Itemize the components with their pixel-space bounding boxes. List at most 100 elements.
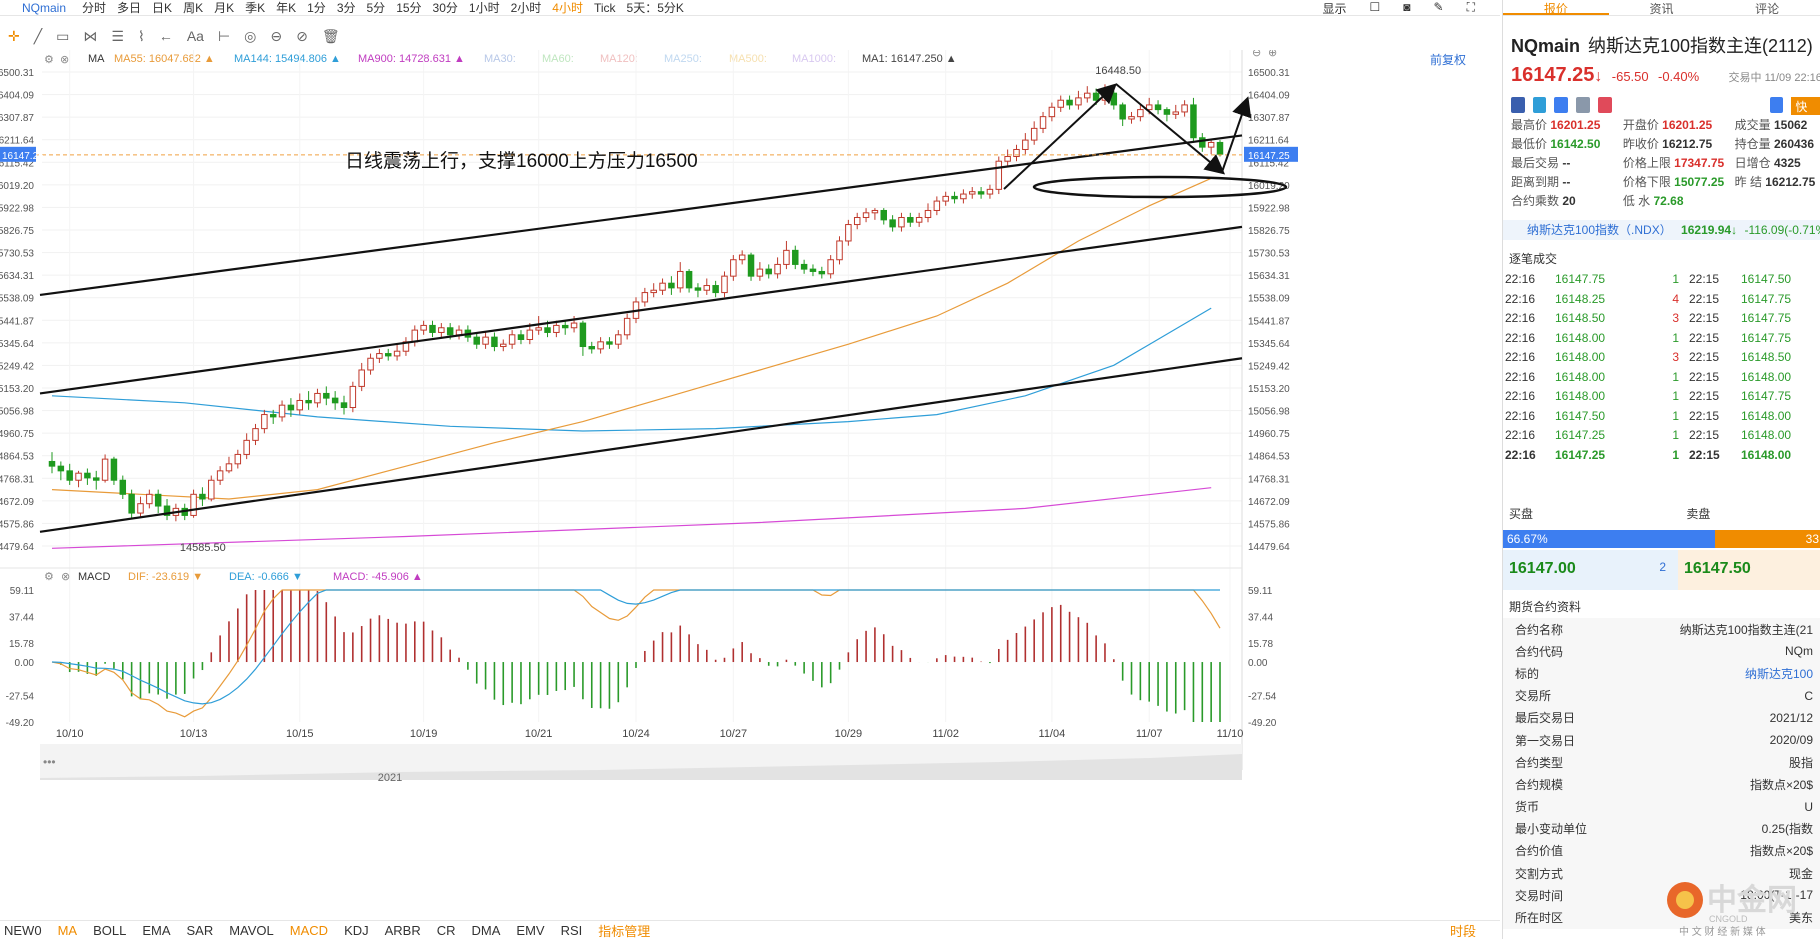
- indicator-12[interactable]: RSI: [560, 922, 583, 938]
- trendline-2[interactable]: [39, 357, 1243, 533]
- lock-icon[interactable]: ⊖: [270, 27, 283, 44]
- period-12[interactable]: 1小时: [468, 1, 500, 15]
- ask-box[interactable]: 16147.50: [1678, 550, 1820, 590]
- y-tick-right: 16404.09: [1248, 91, 1290, 102]
- top-right-tools: 显示 ☐ ◙ ✎ ⛶: [1323, 0, 1487, 17]
- minus-icon[interactable]: ⊖: [1252, 47, 1261, 59]
- ma-legend-item-5: MA120:: [600, 53, 638, 65]
- magnet-icon[interactable]: ◎: [244, 27, 257, 44]
- heart-icon[interactable]: [1597, 97, 1612, 113]
- period-5[interactable]: 季K: [245, 1, 266, 15]
- edit-icon[interactable]: ✎: [1433, 0, 1444, 14]
- camera-icon[interactable]: ◙: [1403, 0, 1411, 14]
- navigator-dots-icon[interactable]: •••: [43, 755, 56, 769]
- quote-value: 72.68: [1653, 194, 1684, 208]
- candle-body: [1013, 148, 1020, 158]
- indicator-2[interactable]: BOLL: [93, 922, 127, 938]
- kline-chart[interactable]: 16500.31 16500.31 16404.09 16404.09 16307.87…: [0, 47, 1500, 920]
- macd-close-icon[interactable]: ⊗: [61, 571, 70, 583]
- tick-price-2: 16147.75: [1741, 311, 1792, 325]
- candle-body: [92, 477, 100, 481]
- period-7[interactable]: 1分: [307, 1, 326, 15]
- period-1[interactable]: 多日: [117, 1, 142, 15]
- period-4[interactable]: 月K: [214, 1, 235, 15]
- arrow-tool-icon[interactable]: ←: [158, 28, 173, 44]
- quick-trade-button[interactable]: 快捷: [1791, 97, 1820, 131]
- period-9[interactable]: 5分: [366, 1, 386, 15]
- info-value[interactable]: 纳斯达克100: [1744, 666, 1813, 681]
- close-icon[interactable]: ⊗: [60, 54, 70, 66]
- indicator-7[interactable]: KDJ: [344, 922, 369, 938]
- candle-body: [1057, 99, 1064, 108]
- period-15[interactable]: Tick: [593, 0, 616, 15]
- plus-icon[interactable]: ⊕: [1268, 47, 1277, 59]
- trendline-0[interactable]: [39, 134, 1243, 297]
- period-8[interactable]: 3分: [336, 1, 356, 15]
- indicator-6[interactable]: MACD: [289, 922, 329, 938]
- trendline-1[interactable]: [39, 225, 1243, 395]
- ma-legend-item-2: MA900: 14728.631 ▲: [358, 53, 465, 65]
- fq-toggle[interactable]: 前复权: [1430, 53, 1467, 67]
- display-menu[interactable]: 显示: [1322, 2, 1347, 16]
- fib-tool-icon[interactable]: ☰: [111, 27, 124, 44]
- indicator-11[interactable]: EMV: [516, 922, 545, 938]
- chart-area[interactable]: 16500.31 16500.31 16404.09 16404.09 16307.87…: [0, 47, 1500, 920]
- hide-icon[interactable]: ⊘: [296, 27, 308, 44]
- indicator-13[interactable]: 指标管理: [598, 923, 651, 939]
- symbol-link[interactable]: NQmain: [22, 0, 67, 15]
- ruler-tool-icon[interactable]: ⊢: [217, 27, 231, 44]
- y-tick-left: 14575.86: [0, 519, 34, 530]
- period-11[interactable]: 30分: [432, 1, 458, 15]
- period-16[interactable]: 5天：5分K: [626, 1, 684, 15]
- indicator-4[interactable]: SAR: [186, 922, 214, 938]
- people-icon[interactable]: [1554, 97, 1569, 113]
- indicator-9[interactable]: CR: [436, 922, 456, 938]
- year-label: 2021: [378, 772, 402, 784]
- candle-body: [296, 399, 304, 411]
- bid-box[interactable]: 16147.00 2: [1503, 550, 1678, 590]
- candle-body: [694, 287, 702, 291]
- indicator-3[interactable]: EMA: [142, 922, 171, 938]
- trash-icon[interactable]: 🗑: [321, 27, 340, 44]
- indicator-10[interactable]: DMA: [471, 922, 501, 938]
- tick-price: 16148.25: [1555, 291, 1606, 306]
- quote-tab-2[interactable]: 评论: [1755, 2, 1780, 16]
- tick-price-2: 16148.50: [1741, 350, 1792, 364]
- line-tool-icon[interactable]: ╱: [33, 27, 43, 44]
- info-key: 货币: [1515, 800, 1540, 815]
- period-10[interactable]: 15分: [396, 1, 422, 15]
- wave-tool-icon[interactable]: ⌇: [137, 27, 145, 44]
- bell-icon[interactable]: [1769, 97, 1784, 113]
- candle-body: [641, 292, 649, 303]
- indicator-1[interactable]: MA: [57, 922, 78, 938]
- tick-row: 22:16 16147.25 1 22:15 16148.00: [1503, 448, 1820, 468]
- time-period-button[interactable]: 时段: [1449, 923, 1476, 939]
- period-6[interactable]: 年K: [276, 1, 297, 15]
- index-name[interactable]: 纳斯达克100指数（.NDX）: [1527, 223, 1672, 237]
- period-0[interactable]: 分时: [82, 1, 107, 15]
- period-14[interactable]: 4小时: [552, 1, 583, 15]
- crosshair-icon[interactable]: ✛: [8, 27, 20, 44]
- indicator-5[interactable]: MAVOL: [229, 922, 274, 938]
- doc-icon[interactable]: [1576, 97, 1590, 113]
- settings-icon[interactable]: ⚙: [44, 54, 54, 66]
- rect-tool-icon[interactable]: ▭: [56, 27, 70, 44]
- quote-tab-0[interactable]: 报价: [1503, 0, 1609, 16]
- period-13[interactable]: 2小时: [510, 1, 542, 15]
- candle-body: [154, 493, 162, 507]
- text-tool-icon[interactable]: Aa: [186, 28, 204, 44]
- chart-icon[interactable]: [1532, 97, 1547, 113]
- quote-cell: 开盘价 16201.25: [1623, 116, 1735, 135]
- candle-body: [146, 493, 153, 505]
- checkbox-icon[interactable]: ☐: [1369, 0, 1381, 14]
- fullscreen-icon[interactable]: ⛶: [1466, 0, 1475, 14]
- pitchfork-tool-icon[interactable]: ⋈: [83, 27, 98, 44]
- index-row[interactable]: 纳斯达克100指数（.NDX） 16219.94↓ -116.09(-0.71%…: [1503, 220, 1820, 240]
- period-2[interactable]: 日K: [152, 1, 173, 15]
- indicator-8[interactable]: ARBR: [384, 922, 421, 938]
- period-3[interactable]: 周K: [183, 1, 204, 15]
- indicator-0[interactable]: NEW0: [4, 922, 42, 938]
- quote-tab-1[interactable]: 资讯: [1649, 2, 1674, 16]
- info-row: 合约类型 股指: [1503, 751, 1820, 773]
- macd-settings-icon[interactable]: ⚙: [44, 571, 54, 583]
